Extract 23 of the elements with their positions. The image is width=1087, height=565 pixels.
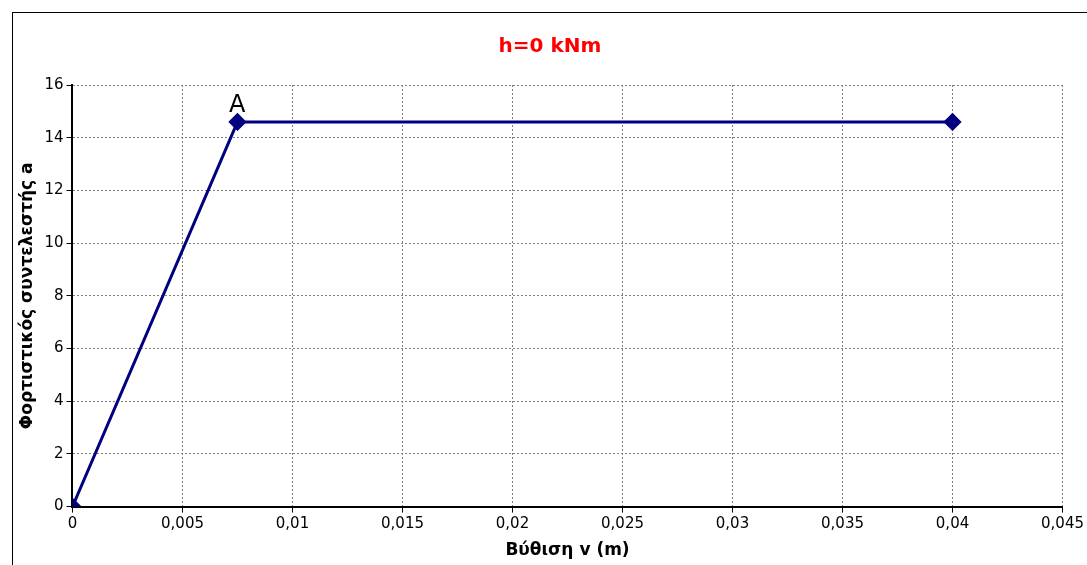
- y-tick-label: 14: [44, 127, 64, 146]
- y-tick-label: 0: [53, 496, 64, 515]
- annotation: A: [229, 90, 247, 119]
- x-tick-label: 0,02: [495, 514, 530, 533]
- y-axis-title: Φορτιστικός συντελεστής a: [15, 162, 36, 430]
- x-tick-label: 0,015: [381, 514, 424, 533]
- y-tick-label: 10: [44, 232, 64, 251]
- y-tick-label: 8: [53, 285, 64, 304]
- y-tick-label: 2: [53, 443, 64, 462]
- x-tick-label: 0,03: [715, 514, 750, 533]
- y-tick-label: 4: [53, 391, 64, 410]
- y-tick-label: 12: [44, 180, 64, 199]
- x-tick-label: 0,045: [1041, 514, 1085, 533]
- x-tick-label: 0,025: [601, 514, 644, 533]
- y-tick-label: 6: [53, 338, 64, 357]
- x-tick-label: 0: [67, 514, 78, 533]
- x-axis-title: Βύθιση v (m): [505, 539, 630, 560]
- y-tick-label: 16: [44, 74, 64, 93]
- x-tick-label: 0,04: [935, 514, 970, 533]
- x-tick-label: 0,005: [161, 514, 204, 533]
- x-tick-label: 0,035: [821, 514, 864, 533]
- chart-title: h=0 kNm: [497, 33, 603, 57]
- x-tick-label: 0,01: [275, 514, 310, 533]
